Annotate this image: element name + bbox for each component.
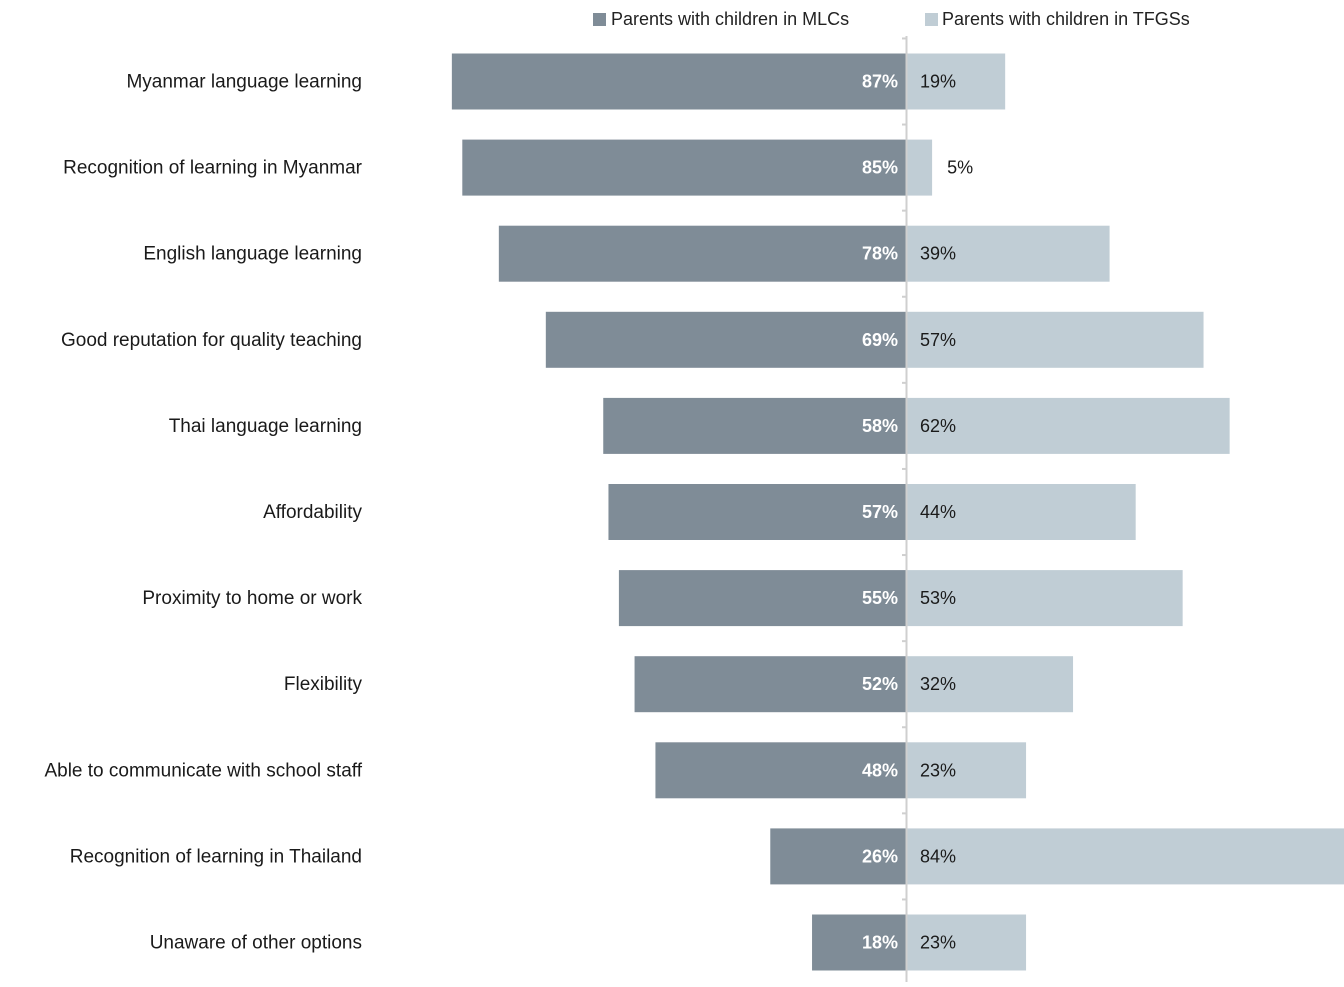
category-label: Affordability: [263, 502, 362, 523]
bar-mlc-row-1: [462, 139, 906, 196]
value-label-tfgs: 19%: [920, 72, 956, 92]
bar-tfgs-row-4: [906, 397, 1230, 454]
bar-tfgs-row-5: [906, 484, 1136, 540]
legend-swatch-tfgs: [925, 13, 938, 26]
bar-tfgs-row-2: [906, 225, 1110, 282]
value-label-tfgs: 44%: [920, 502, 956, 522]
category-label: Recognition of learning in Myanmar: [63, 158, 363, 179]
bar-tfgs-row-10: [906, 914, 1027, 971]
value-label-mlc: 55%: [862, 588, 898, 608]
value-label-mlc: 18%: [862, 933, 898, 953]
bar-mlc-row-2: [498, 225, 906, 282]
bar-mlc-row-6: [618, 570, 906, 627]
bar-mlc-row-7: [634, 656, 906, 713]
tfgs-bars: [906, 53, 1344, 971]
category-labels: Myanmar language learning Recognition of …: [44, 72, 362, 954]
legend-label-mlc: Parents with children in MLCs: [611, 9, 849, 29]
value-label-mlc: 57%: [862, 502, 898, 522]
bar-mlc-row-5: [608, 484, 906, 540]
bar-mlc-row-3: [545, 311, 906, 368]
value-label-tfgs: 62%: [920, 416, 956, 436]
bar-mlc-row-9: [770, 828, 906, 885]
value-label-tfgs: 53%: [920, 588, 956, 608]
bar-mlc-row-10: [812, 914, 906, 971]
value-labels: 87% 19% 85% 5% 78% 39% 69% 57% 58% 62% 57% 44% 55% 53…: [862, 72, 973, 953]
bar-mlc-row-0: [451, 53, 906, 110]
center-axis: [902, 36, 908, 987]
value-label-mlc: 52%: [862, 674, 898, 694]
value-label-tfgs: 23%: [920, 933, 956, 953]
value-label-tfgs: 84%: [920, 846, 956, 866]
value-label-mlc: 87%: [862, 72, 898, 92]
bar-tfgs-row-7: [906, 656, 1074, 713]
value-label-tfgs: 39%: [920, 244, 956, 264]
category-label: Good reputation for quality teaching: [61, 330, 362, 351]
value-label-mlc: 78%: [862, 244, 898, 264]
legend: Parents with children in MLCs Parents wi…: [593, 9, 1190, 29]
category-label: Able to communicate with school staff: [44, 760, 362, 781]
bar-tfgs-row-9: [906, 828, 1344, 885]
bar-tfgs-row-8: [906, 742, 1027, 799]
category-label: Unaware of other options: [150, 933, 362, 954]
category-label: Proximity to home or work: [142, 588, 362, 609]
bar-tfgs-row-0: [906, 53, 1006, 110]
value-label-tfgs: 23%: [920, 760, 956, 780]
value-label-mlc: 48%: [862, 760, 898, 780]
category-label: Recognition of learning in Thailand: [70, 846, 362, 867]
value-label-mlc: 26%: [862, 846, 898, 866]
value-label-tfgs: 57%: [920, 330, 956, 350]
legend-label-tfgs: Parents with children in TFGSs: [942, 9, 1190, 29]
bar-mlc-row-4: [603, 397, 906, 454]
category-label: Flexibility: [284, 674, 363, 695]
mlc-bars: [451, 53, 906, 971]
value-label-mlc: 85%: [862, 158, 898, 178]
category-label: Myanmar language learning: [126, 72, 362, 93]
category-label: Thai language learning: [169, 416, 362, 437]
value-label-mlc: 58%: [862, 416, 898, 436]
value-label-tfgs: 5%: [947, 158, 973, 178]
bar-mlc-row-8: [655, 742, 906, 799]
value-label-tfgs: 32%: [920, 674, 956, 694]
bar-tfgs-row-3: [906, 311, 1204, 368]
legend-swatch-mlc: [593, 13, 606, 26]
category-label: English language learning: [143, 244, 362, 265]
bar-tfgs-row-6: [906, 570, 1183, 627]
value-label-mlc: 69%: [862, 330, 898, 350]
bar-tfgs-row-1: [906, 139, 933, 196]
